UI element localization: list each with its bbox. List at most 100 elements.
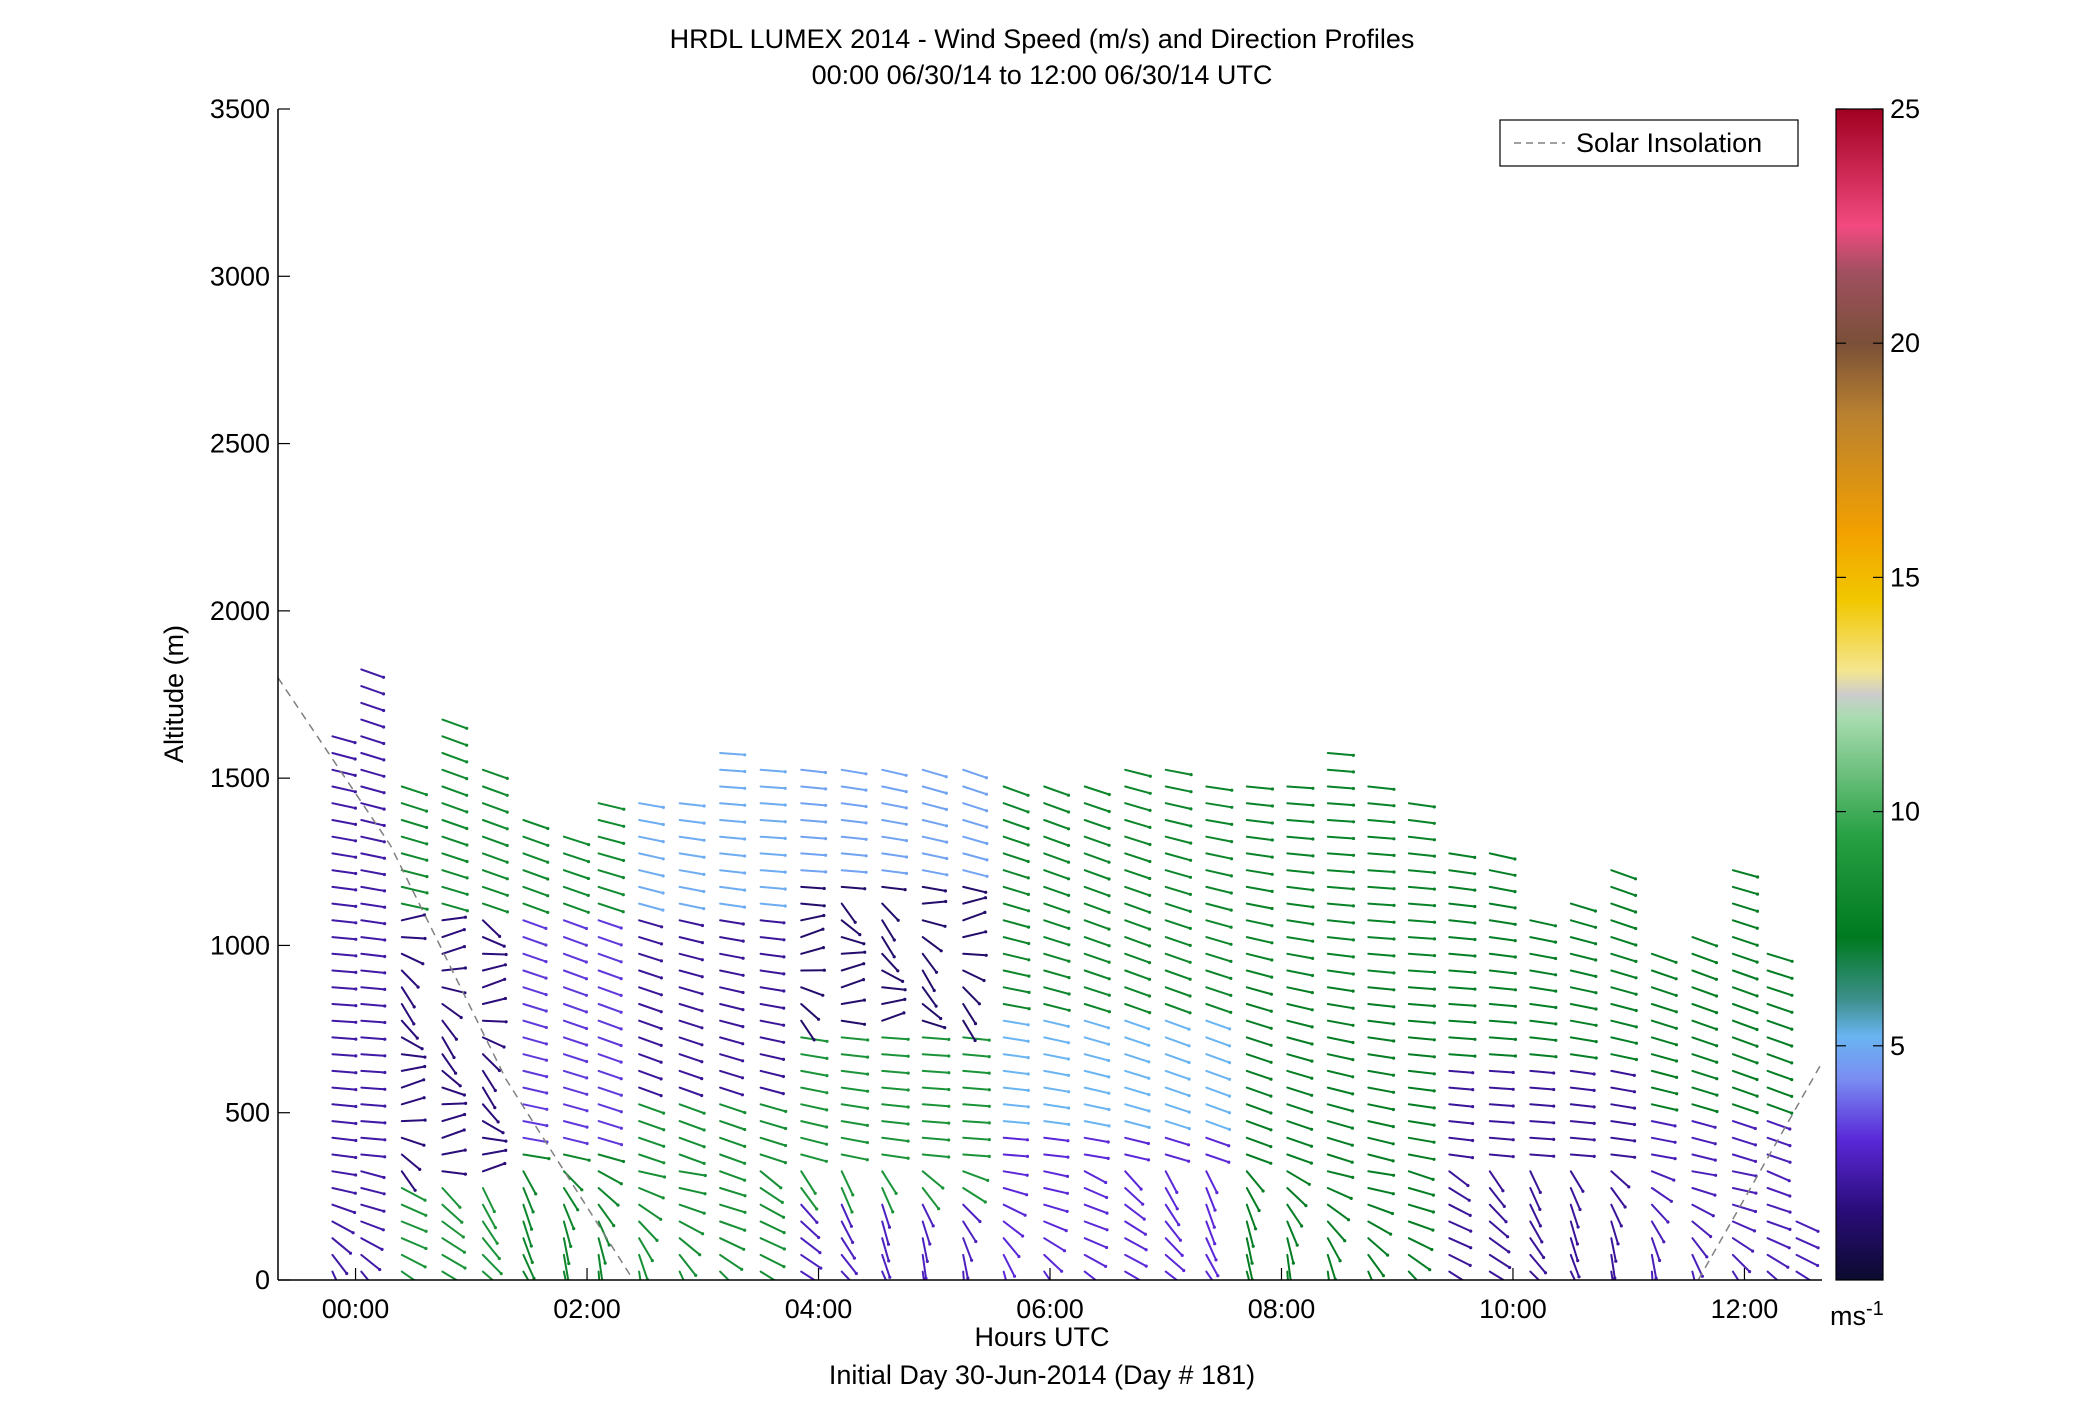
wind-barb	[597, 902, 625, 913]
wind-barb-head	[529, 1244, 533, 1248]
wind-barb	[840, 978, 865, 989]
wind-barb-head	[1790, 1027, 1794, 1031]
wind-barb-head	[1432, 1055, 1436, 1059]
wind-barb	[1083, 1003, 1111, 1013]
wind-barb-head	[822, 913, 826, 918]
wind-barb-head	[1714, 1173, 1718, 1177]
wind-barb	[1407, 1136, 1435, 1144]
wind-barb-head	[1107, 993, 1111, 997]
wind-barb	[441, 1019, 458, 1041]
wind-barb	[522, 969, 547, 980]
wind-barb	[638, 1053, 663, 1064]
wind-barb-head	[585, 1141, 589, 1146]
wind-barb-head	[619, 1043, 623, 1048]
wind-barb-head	[813, 1191, 817, 1195]
wind-barb-head	[1652, 1294, 1655, 1297]
wind-barb-head	[1513, 1054, 1517, 1058]
wind-barb-head	[501, 1287, 504, 1290]
wind-barb	[719, 852, 746, 857]
wind-barb-head	[815, 1207, 819, 1211]
wind-barb-head	[1229, 857, 1234, 861]
wind-barb	[1164, 835, 1192, 845]
wind-barb	[441, 1220, 465, 1238]
wind-barb	[1407, 1003, 1436, 1007]
wind-barb	[1407, 1187, 1435, 1197]
wind-barb-head	[383, 1104, 387, 1108]
wind-barb-head	[1389, 1232, 1393, 1236]
wind-barb-head	[984, 930, 988, 934]
wind-barb	[1488, 919, 1517, 926]
wind-barb-head	[904, 822, 908, 826]
wind-barb	[360, 1253, 381, 1271]
wind-barb-head	[1634, 1057, 1638, 1062]
wind-barb-head	[1270, 804, 1274, 808]
wind-barb-head	[1227, 1111, 1232, 1115]
wind-barb	[1205, 802, 1233, 809]
wind-barb	[331, 1220, 355, 1234]
wind-barb	[1448, 1237, 1472, 1249]
wind-barb	[921, 900, 947, 905]
wind-barb	[1488, 869, 1516, 877]
wind-barb-head	[544, 1009, 548, 1013]
wind-barb-head	[1594, 1023, 1598, 1027]
wind-barb-head	[1392, 954, 1396, 958]
wind-barb-head	[1351, 753, 1355, 757]
colorbar-tick-label: 20	[1890, 328, 1920, 358]
wind-barb-head	[1713, 1193, 1717, 1197]
wind-barb-head	[354, 1138, 358, 1143]
wind-barb	[562, 852, 590, 863]
wind-barb-head	[783, 820, 787, 824]
wind-barb	[1124, 986, 1151, 997]
wind-barb-head	[1432, 1089, 1436, 1093]
wind-barb	[441, 819, 468, 830]
wind-barb	[1569, 1237, 1579, 1262]
wind-barb-head	[619, 977, 623, 981]
wind-barb-head	[1351, 887, 1355, 891]
wind-barb-head	[780, 1200, 784, 1204]
wind-barb	[638, 1086, 663, 1097]
wind-barb	[759, 1103, 787, 1113]
wind-barb	[638, 1220, 658, 1242]
wind-barb	[759, 1069, 785, 1078]
wind-barb	[1043, 835, 1070, 847]
wind-barb	[638, 969, 663, 979]
wind-barb	[400, 1119, 427, 1123]
wind-barb-head	[619, 993, 623, 998]
wind-barb-head	[1627, 1185, 1631, 1189]
wind-barb-head	[1578, 1207, 1582, 1212]
wind-barb	[1488, 1036, 1517, 1041]
legend-entry-solar-insolation: Solar Insolation	[1576, 128, 1762, 158]
wind-barb	[962, 930, 987, 939]
wind-barb	[881, 936, 896, 958]
wind-barb	[1691, 952, 1718, 964]
wind-barb	[719, 919, 745, 925]
wind-barb	[1569, 1069, 1596, 1075]
wind-barb	[678, 1187, 706, 1195]
wind-barb-head	[1432, 887, 1436, 891]
wind-barb	[1529, 1120, 1555, 1124]
wind-barb-head	[1343, 1239, 1347, 1243]
wind-barb-head	[1788, 1127, 1792, 1131]
wind-barb-head	[1311, 956, 1315, 961]
wind-barb	[1002, 969, 1030, 978]
wind-barb	[1766, 1253, 1789, 1269]
wind-barb-head	[1467, 1198, 1471, 1202]
wind-barb-head	[545, 1091, 549, 1095]
wind-barb-head	[1715, 1109, 1719, 1114]
wind-barb-head	[569, 1244, 573, 1248]
wind-barb-head	[544, 1058, 549, 1062]
wind-barb	[1488, 1003, 1517, 1008]
wind-barb-head	[812, 1038, 816, 1042]
wind-barb-head	[1575, 1242, 1579, 1246]
wind-barb-head	[1662, 1240, 1666, 1244]
wind-barb	[921, 1120, 950, 1125]
wind-barb	[1795, 1237, 1820, 1249]
wind-barb	[597, 1203, 615, 1227]
wind-barb-head	[1026, 876, 1030, 880]
wind-barb-head	[585, 1109, 589, 1113]
wind-barb-head	[662, 1128, 666, 1132]
wind-barb-head	[1594, 1056, 1598, 1060]
wind-barb	[962, 852, 988, 861]
wind-barb-head	[1187, 1094, 1191, 1098]
wind-barb	[562, 1003, 588, 1013]
